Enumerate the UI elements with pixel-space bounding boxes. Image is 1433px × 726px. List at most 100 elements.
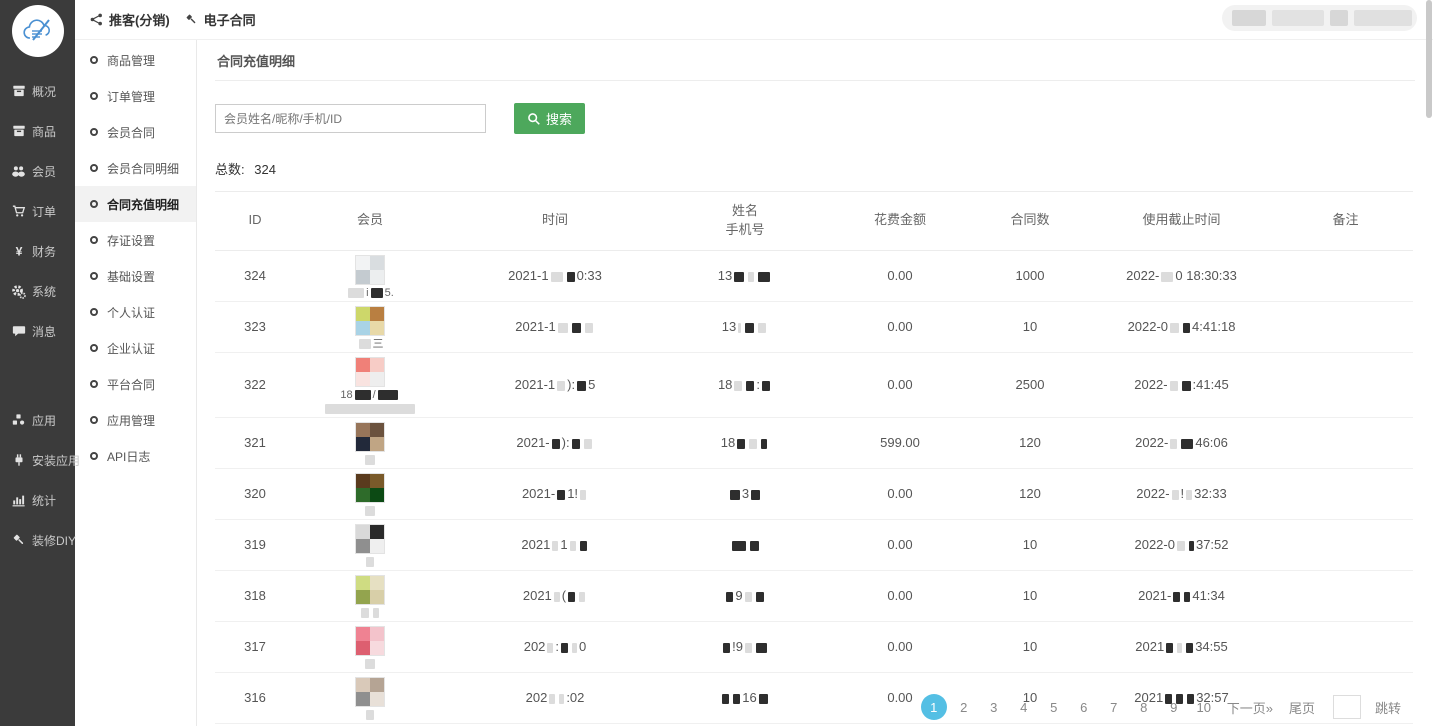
- submenu-item-合同充值明细[interactable]: 合同充值明细: [75, 186, 196, 222]
- redacted-block: [731, 540, 746, 551]
- app-logo[interactable]: [11, 5, 64, 57]
- total-count: 总数: 324: [215, 159, 1415, 178]
- redacted-block: [1177, 642, 1183, 653]
- table-row: 324 i 5. 2021-1 0:33 13 0.00 1000 2022- 0 18:30:3…: [215, 250, 1413, 302]
- cell-deadline: 2021- 41:34: [1085, 570, 1278, 622]
- rail-item-应用[interactable]: 应用: [0, 400, 75, 440]
- member-name-redacted: [295, 454, 445, 466]
- text-fragment: 1!: [567, 486, 579, 502]
- account-info-redacted[interactable]: [1222, 5, 1417, 31]
- submenu-item-API日志[interactable]: API日志: [75, 438, 196, 474]
- submenu-item-应用管理[interactable]: 应用管理: [75, 402, 196, 438]
- redacted-block: [1176, 540, 1185, 551]
- submenu-item-平台合同[interactable]: 平台合同: [75, 366, 196, 402]
- jump-page-input[interactable]: [1332, 695, 1361, 719]
- jump-button[interactable]: 跳转: [1374, 700, 1401, 716]
- redacted-block: [755, 642, 767, 653]
- cell-id: 319: [215, 519, 295, 571]
- rail-item-概况[interactable]: 概况: [0, 71, 75, 111]
- redacted-block: [1181, 380, 1191, 391]
- submenu-item-会员合同明细[interactable]: 会员合同明细: [75, 150, 196, 186]
- redacted-block: [748, 271, 755, 282]
- text-fragment: 18: [340, 388, 353, 401]
- page-number-7[interactable]: 7: [1110, 699, 1118, 715]
- redacted-block: [762, 380, 771, 391]
- cell-contract-count: 10: [975, 301, 1085, 353]
- search-row: 搜索: [215, 103, 1415, 134]
- member-avatar: [355, 254, 385, 285]
- scrollbar-thumb[interactable]: [1426, 0, 1432, 118]
- rail-item-系统[interactable]: 系统: [0, 271, 75, 311]
- page-number-1[interactable]: 1: [920, 694, 947, 720]
- submenu-item-label: 企业认证: [107, 341, 156, 356]
- rail-item-label: 会员: [32, 164, 57, 179]
- circle-icon: [90, 236, 98, 244]
- circle-icon: [90, 164, 98, 172]
- submenu-item-商品管理[interactable]: 商品管理: [75, 42, 196, 78]
- redacted-block: [1186, 642, 1194, 653]
- redacted-block: [348, 287, 365, 298]
- page-number-2[interactable]: 2: [960, 699, 968, 715]
- rail-item-消息[interactable]: 消息: [0, 311, 75, 351]
- cell-name-phone: /39: [665, 723, 825, 726]
- submenu-item-存证设置[interactable]: 存证设置: [75, 222, 196, 258]
- redacted-block: [559, 693, 565, 704]
- text-fragment: 18: [717, 377, 733, 393]
- text-fragment: 0 18:30:33: [1175, 268, 1237, 284]
- redacted-block: [1181, 438, 1194, 449]
- circle-icon: [90, 56, 98, 64]
- top-tab-电子合同[interactable]: 电子合同: [185, 10, 256, 29]
- submenu-item-订单管理[interactable]: 订单管理: [75, 78, 196, 114]
- cell-contract-count: 120: [975, 417, 1085, 469]
- page-number-6[interactable]: 6: [1080, 699, 1088, 715]
- cell-member: [295, 468, 445, 520]
- redacted-block: [547, 642, 554, 653]
- redacted-block: [1161, 271, 1174, 282]
- rail-item-财务[interactable]: ¥ 财务: [0, 231, 75, 271]
- text-fragment: i: [366, 286, 369, 299]
- rail-item-安装应用[interactable]: 安装应用: [0, 440, 80, 480]
- cell-time: 2021-):: [445, 417, 665, 469]
- text-fragment: :02: [566, 690, 585, 706]
- next-page-link[interactable]: 下一页»: [1226, 700, 1273, 716]
- page-number-9[interactable]: 9: [1170, 699, 1178, 715]
- text-fragment: 13: [721, 319, 737, 335]
- page-number-4[interactable]: 4: [1020, 699, 1028, 715]
- rail-item-装修DIY[interactable]: 装修DIY: [0, 520, 76, 560]
- top-tab-推客(分销)[interactable]: 推客(分销): [90, 10, 170, 29]
- rail-item-统计[interactable]: 统计: [0, 480, 75, 520]
- top-nav-tabs: 推客(分销) 电子合同: [75, 10, 256, 29]
- cell-id: 318: [215, 570, 295, 622]
- page-number-5[interactable]: 5: [1050, 699, 1058, 715]
- text-fragment: 2022-: [1136, 486, 1170, 502]
- text-fragment: 18: [720, 435, 736, 451]
- submenu-item-会员合同[interactable]: 会员合同: [75, 114, 196, 150]
- rail-item-会员[interactable]: 会员: [0, 151, 75, 191]
- submenu-item-企业认证[interactable]: 企业认证: [75, 330, 196, 366]
- submenu-item-个人认证[interactable]: 个人认证: [75, 294, 196, 330]
- cell-name-phone: 9: [665, 570, 825, 622]
- page-number-3[interactable]: 3: [990, 699, 998, 715]
- cell-note: [1278, 250, 1413, 302]
- column-header: 使用截止时间: [1085, 191, 1278, 251]
- page-number-8[interactable]: 8: [1140, 699, 1148, 715]
- rail-item-订单[interactable]: 订单: [0, 191, 75, 231]
- member-name-redacted: i 5.: [295, 287, 445, 299]
- submenu-item-基础设置[interactable]: 基础设置: [75, 258, 196, 294]
- rail-item-商品[interactable]: 商品: [0, 111, 75, 151]
- text-fragment: 0: [579, 639, 587, 655]
- cell-member: 三: [295, 301, 445, 353]
- text-fragment: 13: [717, 268, 733, 284]
- rail-item-label: 订单: [32, 204, 57, 219]
- primary-sidebar-nav: 概况商品会员订单 ¥ 财务 系统 消息应用 安装应用 统计 装修DIY: [0, 71, 80, 560]
- search-button[interactable]: 搜索: [514, 103, 586, 134]
- last-page-link[interactable]: 尾页: [1288, 700, 1315, 716]
- page-number-10[interactable]: 10: [1196, 699, 1211, 715]
- stats-icon: [11, 493, 26, 508]
- search-input[interactable]: [215, 104, 486, 133]
- redacted-block: [1176, 693, 1184, 704]
- rail-item-label: 商品: [32, 124, 57, 139]
- member-avatar: [355, 625, 385, 656]
- member-name-redacted: [295, 607, 445, 619]
- redacted-block: [749, 438, 758, 449]
